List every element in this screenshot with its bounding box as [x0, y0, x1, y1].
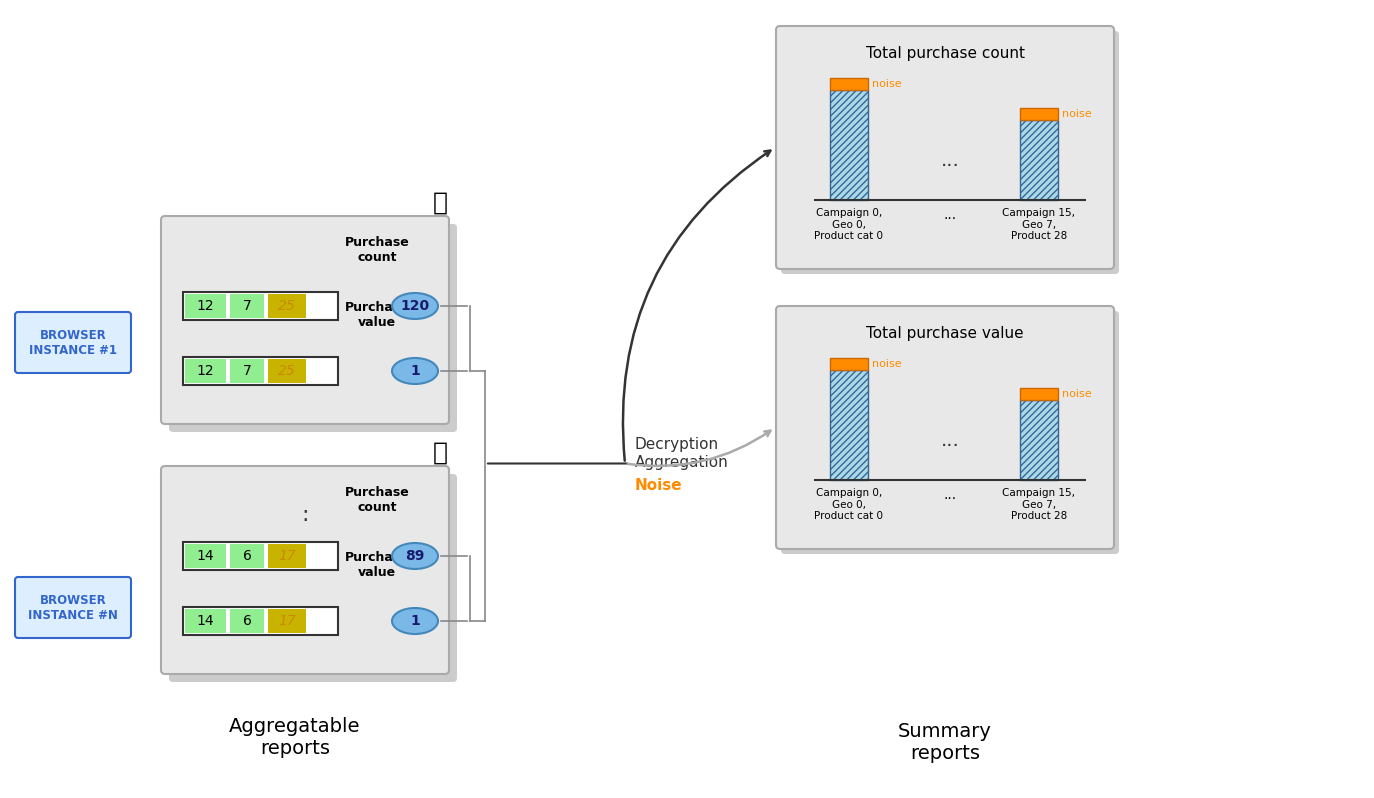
Bar [830, 78, 868, 90]
Text: 🔒: 🔒 [433, 191, 448, 215]
FancyBboxPatch shape [776, 26, 1114, 269]
Bar [1020, 108, 1058, 120]
Text: Campaign 0,
Geo 0,
Product cat 0: Campaign 0, Geo 0, Product cat 0 [815, 488, 883, 521]
FancyBboxPatch shape [268, 294, 306, 318]
Text: 7: 7 [243, 299, 251, 313]
FancyBboxPatch shape [185, 544, 225, 568]
FancyBboxPatch shape [229, 609, 264, 633]
FancyBboxPatch shape [183, 292, 338, 320]
Text: BROWSER
INSTANCE #N: BROWSER INSTANCE #N [27, 594, 118, 622]
FancyBboxPatch shape [776, 306, 1114, 549]
Bar [830, 90, 868, 200]
Text: ...: ... [941, 430, 959, 449]
Text: Campaign 15,
Geo 7,
Product 28: Campaign 15, Geo 7, Product 28 [1003, 488, 1076, 521]
Text: noise: noise [872, 359, 901, 369]
Text: 7: 7 [243, 364, 251, 378]
FancyBboxPatch shape [183, 542, 338, 570]
Text: Aggregatable
reports: Aggregatable reports [229, 717, 361, 758]
Text: 89: 89 [405, 549, 425, 563]
Ellipse shape [392, 358, 438, 384]
FancyBboxPatch shape [185, 294, 225, 318]
Bar [830, 370, 868, 480]
FancyBboxPatch shape [169, 224, 458, 432]
Text: 25: 25 [278, 364, 295, 378]
FancyBboxPatch shape [229, 544, 264, 568]
Bar [1020, 120, 1058, 200]
Text: BROWSER
INSTANCE #1: BROWSER INSTANCE #1 [29, 329, 117, 357]
FancyBboxPatch shape [229, 359, 264, 383]
Text: 6: 6 [243, 614, 251, 628]
Text: 25: 25 [278, 299, 295, 313]
Text: ...: ... [941, 151, 959, 169]
Text: noise: noise [1062, 109, 1091, 119]
Text: noise: noise [872, 79, 901, 89]
Text: 120: 120 [400, 299, 430, 313]
Bar [1020, 388, 1058, 400]
Text: noise: noise [1062, 389, 1091, 399]
Text: 14: 14 [196, 549, 214, 563]
Text: 1: 1 [409, 614, 420, 628]
Text: ...: ... [944, 208, 956, 222]
Text: Total purchase value: Total purchase value [866, 326, 1024, 341]
Text: Purchase
count: Purchase count [345, 236, 409, 264]
Text: Purchase
value: Purchase value [345, 551, 409, 579]
Text: 🔒: 🔒 [433, 441, 448, 465]
Text: Campaign 15,
Geo 7,
Product 28: Campaign 15, Geo 7, Product 28 [1003, 208, 1076, 241]
Bar [1020, 400, 1058, 480]
FancyBboxPatch shape [268, 359, 306, 383]
FancyBboxPatch shape [268, 609, 306, 633]
FancyBboxPatch shape [15, 577, 131, 638]
FancyBboxPatch shape [185, 609, 225, 633]
FancyBboxPatch shape [185, 359, 225, 383]
FancyBboxPatch shape [780, 311, 1118, 554]
FancyBboxPatch shape [15, 312, 131, 373]
Text: 1: 1 [409, 364, 420, 378]
Text: Campaign 0,
Geo 0,
Product cat 0: Campaign 0, Geo 0, Product cat 0 [815, 208, 883, 241]
Text: Noise: Noise [635, 478, 683, 493]
Text: 12: 12 [196, 364, 214, 378]
Text: 6: 6 [243, 549, 251, 563]
FancyBboxPatch shape [161, 216, 449, 424]
FancyBboxPatch shape [183, 607, 338, 635]
Ellipse shape [392, 293, 438, 319]
Text: 14: 14 [196, 614, 214, 628]
Bar [830, 358, 868, 370]
Text: ...: ... [944, 488, 956, 502]
Ellipse shape [392, 608, 438, 634]
Text: Purchase
count: Purchase count [345, 486, 409, 514]
FancyBboxPatch shape [161, 466, 449, 674]
Text: 12: 12 [196, 299, 214, 313]
Text: Purchase
value: Purchase value [345, 301, 409, 329]
Text: Total purchase count: Total purchase count [866, 46, 1025, 61]
Text: Decryption
Aggregation: Decryption Aggregation [635, 437, 728, 470]
Text: 17: 17 [278, 549, 295, 563]
FancyBboxPatch shape [229, 294, 264, 318]
Text: Summary
reports: Summary reports [899, 722, 992, 763]
FancyBboxPatch shape [183, 357, 338, 385]
Text: 17: 17 [278, 614, 295, 628]
FancyBboxPatch shape [780, 31, 1118, 274]
Ellipse shape [392, 543, 438, 569]
Text: :: : [301, 505, 309, 525]
FancyBboxPatch shape [268, 544, 306, 568]
FancyBboxPatch shape [169, 474, 458, 682]
